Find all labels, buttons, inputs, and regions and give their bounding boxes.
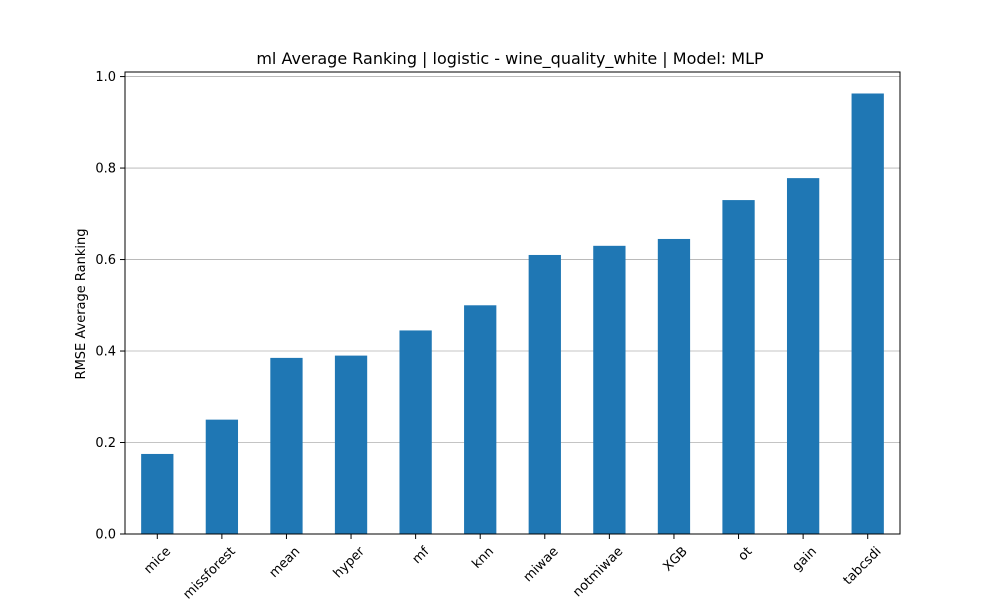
plot-frame — [124, 71, 901, 535]
bar-knn — [464, 305, 497, 534]
bar-notmiwae — [593, 245, 626, 534]
bar-miwae — [528, 254, 561, 535]
y-tick-label: 0.0 — [95, 528, 116, 543]
y-axis-ticks: 0.0 0.2 0.4 0.6 0.8 1.0 — [95, 70, 125, 543]
bar-gain — [786, 178, 820, 534]
bar-mf — [399, 330, 432, 534]
bar-hyper — [334, 355, 368, 534]
y-axis-label: RMSE Average Ranking — [74, 229, 89, 380]
y-tick-label: 0.4 — [95, 345, 116, 360]
bar-mice — [141, 453, 174, 534]
bar-mean — [270, 357, 303, 534]
y-tick-label: 1.0 — [95, 70, 116, 85]
y-tick-label: 0.2 — [95, 436, 116, 451]
bar-tabcsdi — [851, 93, 884, 534]
y-tick-label: 0.6 — [95, 253, 116, 268]
bar-ot — [722, 200, 755, 534]
bar-xgb — [657, 238, 691, 535]
bars — [141, 93, 884, 535]
chart-title: ml Average Ranking | logistic - wine_qua… — [256, 49, 764, 69]
y-tick-label: 0.8 — [95, 162, 116, 177]
bar-missforest — [205, 419, 239, 534]
